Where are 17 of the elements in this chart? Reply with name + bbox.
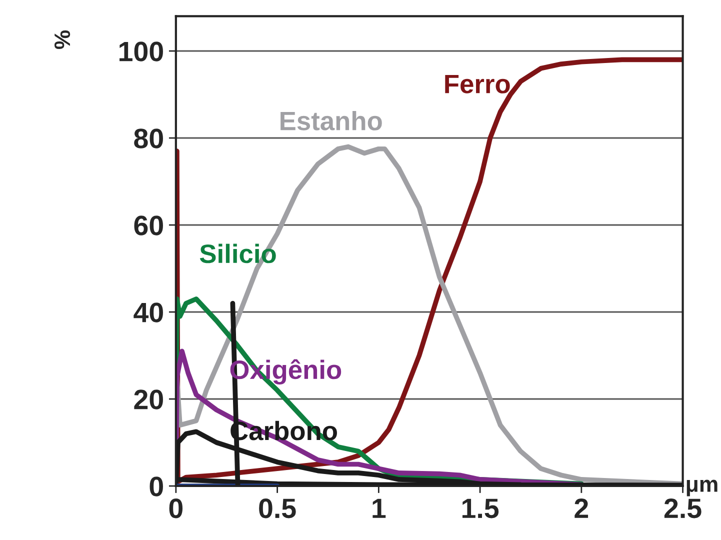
y-axis-title: % xyxy=(54,30,70,50)
x-tick-label: 0 xyxy=(169,498,183,518)
series-label: Silicio xyxy=(200,244,276,264)
y-tick-label: 60 xyxy=(134,216,163,236)
x-tick-label: 0.5 xyxy=(259,498,296,518)
series-label: Ferro xyxy=(445,74,510,94)
x-tick-label: 1.5 xyxy=(462,498,499,518)
y-tick-label: 0 xyxy=(150,476,163,496)
series-label: Estanho xyxy=(280,110,382,130)
y-tick-label: 80 xyxy=(134,128,163,148)
y-tick-label: 100 xyxy=(120,42,163,62)
y-tick-label: 40 xyxy=(134,302,163,322)
x-axis-title: μm xyxy=(686,480,718,496)
y-tick-label: 20 xyxy=(134,390,163,410)
x-tick-label: 2 xyxy=(574,498,588,518)
x-tick-label: 2.5 xyxy=(664,498,702,518)
x-tick-label: 1 xyxy=(372,498,386,518)
